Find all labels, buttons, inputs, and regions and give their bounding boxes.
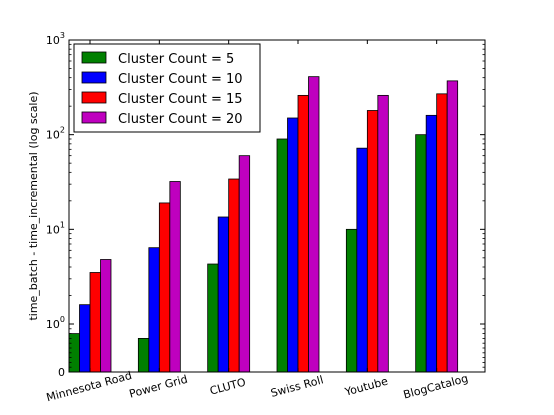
bar-4-5: [377, 94, 389, 373]
bar-4-2: [169, 181, 181, 373]
y-axis-label: time_batch - time_incremental (log scale…: [27, 91, 40, 320]
legend-label-2: Cluster Count = 10: [118, 72, 243, 87]
bar-3-5: [366, 110, 379, 373]
legend-label-4: Cluster Count = 20: [118, 112, 243, 127]
bar-4-6: [446, 80, 459, 373]
legend-swatch-3: [81, 91, 107, 104]
x-tick-label: BlogCatalog: [402, 372, 470, 402]
y-tick-label: 103: [46, 31, 65, 47]
bar-2-2: [148, 247, 160, 373]
plot-frame: [68, 39, 486, 373]
bar-3-6: [436, 93, 448, 373]
x-tick-label: CLUTO: [208, 376, 247, 398]
bar-1-3: [207, 263, 219, 373]
y-tick-label: 0: [58, 366, 65, 379]
legend-swatch-1: [81, 51, 107, 64]
bar-2-3: [217, 216, 230, 373]
bar-2-5: [356, 147, 368, 373]
bar-3-2: [158, 202, 171, 373]
x-tick-label: Power Grid: [128, 373, 189, 401]
legend: Cluster Count = 5 Cluster Count = 10 Clust…: [73, 43, 261, 133]
bar-4-3: [238, 155, 251, 373]
bar-4-4: [308, 76, 320, 373]
bar-3-4: [297, 94, 309, 373]
legend-swatch-4: [81, 111, 107, 124]
bar-1-5: [345, 228, 358, 373]
bar-2-1: [79, 304, 91, 373]
bar-1-6: [415, 134, 427, 373]
bars-layer: [68, 76, 459, 373]
bar-3-1: [89, 272, 101, 373]
bar-1-4: [276, 138, 288, 373]
bar-2-4: [287, 117, 299, 373]
bar-3-3: [228, 178, 240, 373]
x-tick-label: Swiss Roll: [269, 373, 325, 400]
bar-2-6: [425, 114, 438, 373]
legend-label-1: Cluster Count = 5: [118, 52, 234, 67]
y-tick-label: 102: [46, 126, 65, 142]
legend-label-3: Cluster Count = 15: [118, 92, 243, 107]
y-tick-label: 101: [46, 220, 65, 236]
y-tick-label: 100: [46, 315, 65, 331]
bar-1-2: [137, 337, 150, 373]
bar-4-1: [100, 259, 112, 373]
x-tick-label: Youtube: [343, 375, 390, 399]
legend-swatch-2: [81, 71, 107, 84]
